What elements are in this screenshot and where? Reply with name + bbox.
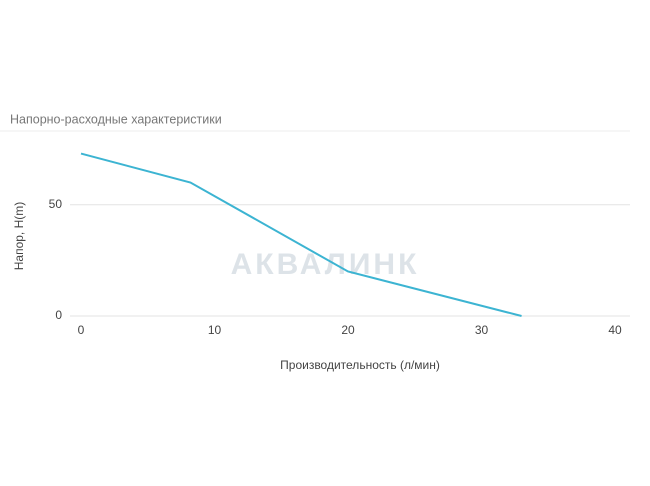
- x-axis-label: Производительность (л/мин): [280, 358, 440, 372]
- x-tick-label: 10: [208, 323, 222, 337]
- watermark: АКВАЛИНК: [231, 248, 420, 281]
- x-tick-label: 30: [475, 323, 489, 337]
- x-tick-label: 0: [78, 323, 85, 337]
- y-tick-label: 50: [49, 197, 63, 211]
- x-tick-label: 40: [608, 323, 622, 337]
- y-axis-label: Напор, H(m): [12, 202, 26, 271]
- y-tick-label: 0: [55, 308, 62, 322]
- x-tick-label: 20: [341, 323, 355, 337]
- data-line: [80, 152, 522, 317]
- chart-title: Напорно-расходные характеристики: [10, 112, 222, 126]
